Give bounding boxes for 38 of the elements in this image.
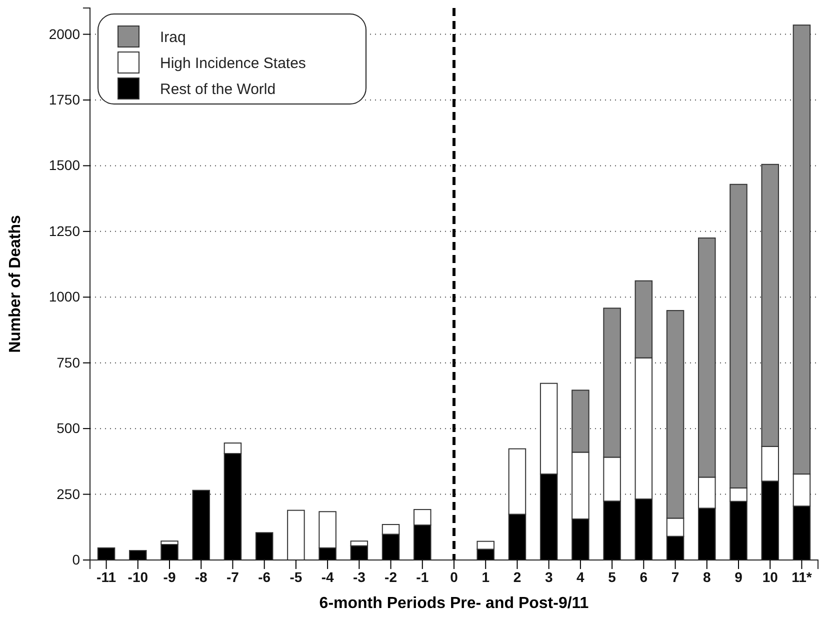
x-tick-label: 10 bbox=[762, 568, 778, 585]
legend-label: Rest of the World bbox=[160, 81, 276, 98]
x-tick-label: 3 bbox=[544, 568, 553, 585]
x-tick-label: -7 bbox=[226, 568, 240, 585]
legend-label: Iraq bbox=[160, 29, 186, 46]
y-tick-label: 500 bbox=[56, 420, 80, 436]
bar bbox=[287, 510, 305, 560]
x-tick-label: -1 bbox=[416, 568, 429, 585]
x-tick-label: 5 bbox=[608, 568, 616, 585]
y-tick-label: 0 bbox=[72, 551, 80, 568]
x-tick-label: -8 bbox=[194, 568, 208, 585]
y-axis-title: Number of Deaths bbox=[7, 215, 24, 353]
x-tick-label: -5 bbox=[290, 568, 302, 585]
x-tick-label: 1 bbox=[482, 568, 490, 585]
x-tick-label: 8 bbox=[702, 568, 711, 585]
y-tick-label: 2000 bbox=[48, 26, 80, 42]
x-tick-label: 11* bbox=[792, 568, 812, 585]
y-tick-label: 1250 bbox=[48, 222, 80, 239]
x-tick-label: -6 bbox=[258, 568, 271, 585]
y-tick-label: 1750 bbox=[48, 91, 80, 108]
legend-label: High Incidence States bbox=[160, 55, 306, 72]
x-tick-label: 2 bbox=[513, 568, 522, 585]
y-tick-label: 1000 bbox=[48, 288, 80, 305]
x-tick-label: -3 bbox=[352, 568, 366, 585]
x-tick-label: -11 bbox=[96, 568, 116, 585]
y-tick-label: 250 bbox=[56, 486, 80, 502]
x-tick-label: 4 bbox=[576, 568, 585, 585]
x-tick-label: 0 bbox=[450, 568, 458, 585]
x-tick-label: 7 bbox=[671, 568, 680, 585]
y-tick-label: 1500 bbox=[48, 157, 80, 174]
x-tick-label: 9 bbox=[734, 568, 743, 585]
x-tick-label: -9 bbox=[163, 568, 176, 585]
x-tick-label: -4 bbox=[321, 568, 334, 585]
x-axis-title: 6-month Periods Pre- and Post-9/11 bbox=[319, 595, 589, 612]
y-tick-label: 750 bbox=[56, 354, 80, 370]
x-tick-label: -2 bbox=[384, 568, 398, 585]
x-tick-label: 6 bbox=[640, 568, 648, 585]
x-tick-label: -10 bbox=[128, 568, 148, 585]
